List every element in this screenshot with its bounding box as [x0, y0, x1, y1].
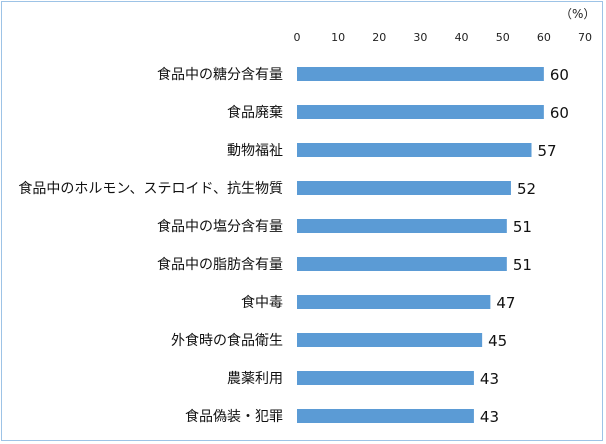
data-label: 60 — [550, 66, 569, 84]
category-label: 食品偽装・犯罪 — [185, 408, 283, 425]
bar — [297, 105, 544, 119]
x-tick-label: 40 — [455, 31, 469, 44]
data-label: 60 — [550, 104, 569, 122]
data-label: 45 — [488, 332, 507, 350]
unit-label: （%） — [560, 7, 595, 21]
data-label: 51 — [513, 256, 532, 274]
bar — [297, 295, 491, 309]
data-label: 57 — [538, 142, 557, 160]
x-tick-label: 70 — [578, 31, 592, 44]
data-label: 47 — [496, 294, 515, 312]
category-label: 食品廃棄 — [227, 104, 283, 121]
x-tick-label: 50 — [496, 31, 510, 44]
x-tick-label: 20 — [372, 31, 386, 44]
bar — [297, 181, 511, 195]
x-tick-label: 10 — [331, 31, 345, 44]
category-label: 食品中の塩分含有量 — [157, 218, 283, 235]
bar — [297, 219, 507, 233]
category-label: 食品中の糖分含有量 — [157, 66, 283, 83]
data-label: 51 — [513, 218, 532, 236]
category-label: 外食時の食品衛生 — [171, 332, 283, 349]
bar — [297, 257, 507, 271]
category-label: 食品中のホルモン、ステロイド、抗生物質 — [18, 180, 283, 197]
category-label: 食中毒 — [241, 294, 283, 311]
bar — [297, 143, 532, 157]
bar — [297, 333, 483, 347]
bar — [297, 67, 544, 81]
bar — [297, 409, 474, 423]
category-label: 動物福祉 — [227, 143, 283, 159]
data-label: 43 — [480, 408, 499, 426]
category-label: 農薬利用 — [227, 371, 283, 387]
x-tick-label: 60 — [537, 31, 551, 44]
x-tick-label: 30 — [413, 31, 427, 44]
data-label: 52 — [517, 180, 536, 198]
category-label: 食品中の脂肪含有量 — [157, 256, 283, 273]
x-tick-label: 0 — [294, 31, 301, 44]
data-label: 43 — [480, 370, 499, 388]
bar — [297, 371, 474, 385]
